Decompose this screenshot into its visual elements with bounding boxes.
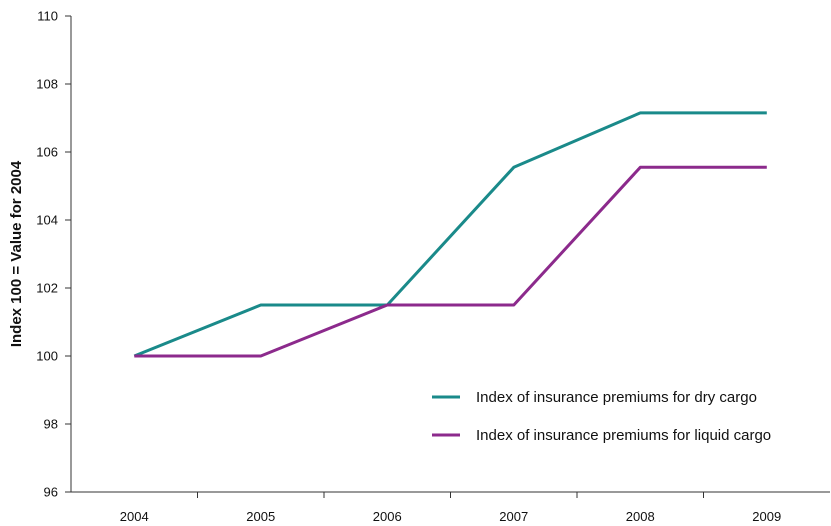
series-lines <box>133 111 767 358</box>
y-tick-label: 100 <box>36 349 58 364</box>
series-line-liquid-cargo <box>134 165 767 358</box>
x-tick-label: 2008 <box>626 509 655 524</box>
y-tick-label: 104 <box>36 213 58 228</box>
legend-label: Index of insurance premiums for dry carg… <box>476 389 757 406</box>
y-tick-label: 96 <box>44 485 58 500</box>
y-tick-label: 102 <box>36 281 58 296</box>
series-line-dry-cargo <box>133 111 767 358</box>
x-tick-label: 2009 <box>752 509 781 524</box>
y-tick-label: 98 <box>44 417 58 432</box>
y-axis-title: Index 100 = Value for 2004 <box>8 160 25 347</box>
y-tick-label: 106 <box>36 145 58 160</box>
y-tick-label: 108 <box>36 77 58 92</box>
legend-label: Index of insurance premiums for liquid c… <box>476 427 771 444</box>
axes <box>70 16 830 493</box>
y-tick-label: 110 <box>37 9 58 24</box>
x-tick-label: 2004 <box>120 509 149 524</box>
y-axis-ticks: 96 98 100 102 104 106 108 110 <box>36 9 71 500</box>
x-tick-label: 2007 <box>499 509 528 524</box>
x-tick-label: 2006 <box>373 509 402 524</box>
x-tick-label: 2005 <box>246 509 275 524</box>
legend: Index of insurance premiums for dry carg… <box>432 389 771 444</box>
x-axis-ticks: 2004 2005 2006 2007 2008 2009 <box>120 492 781 524</box>
